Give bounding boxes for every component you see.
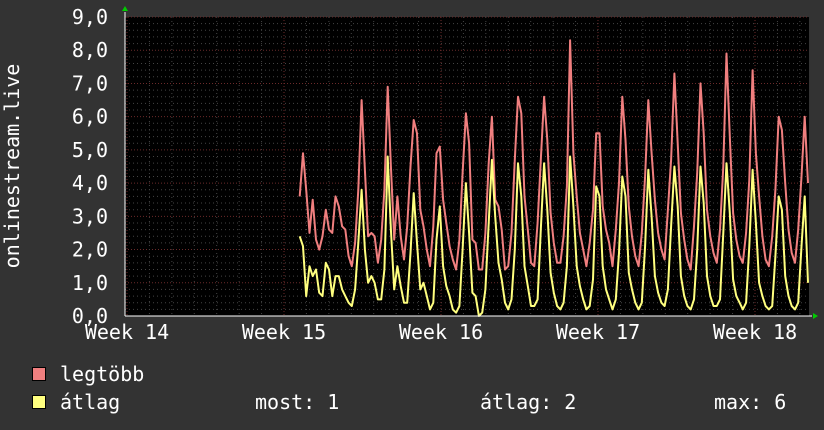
x-tick-label: Week 15 xyxy=(242,320,326,344)
series-line-max xyxy=(298,39,809,271)
y-tick-label: 7,0 xyxy=(72,71,108,95)
legend-swatch-avg xyxy=(32,395,46,409)
stat-now: most: 1 xyxy=(255,391,339,413)
y-axis-label: onlinestream.live xyxy=(0,64,24,269)
stat-avg-value: 2 xyxy=(564,390,577,414)
stat-max-value: 6 xyxy=(774,390,787,414)
stat-now-label: most: xyxy=(255,390,316,414)
grid xyxy=(125,16,809,317)
stat-avg: átlag: 2 xyxy=(480,391,576,413)
stat-avg-label: átlag: xyxy=(480,390,553,414)
x-axis-arrow-icon xyxy=(813,313,818,319)
y-axis-arrow-icon xyxy=(122,6,128,11)
stat-max: max: 6 xyxy=(714,391,786,413)
y-tick-label: 0,0 xyxy=(72,304,108,328)
series-line-avg xyxy=(298,155,809,317)
legend-label-avg: átlag xyxy=(60,390,121,414)
x-tick-label: Week 16 xyxy=(399,320,483,344)
y-tick-label: 6,0 xyxy=(72,105,108,129)
y-tick-label: 8,0 xyxy=(72,38,108,62)
series-layer xyxy=(298,39,809,317)
legend-label-max: legtöbb xyxy=(60,362,145,386)
y-tick-labels: 0,0 1,0 2,0 3,0 4,0 5,0 6,0 7,0 8,0 9,0 xyxy=(72,5,108,328)
x-tick-label: Week 18 xyxy=(713,320,797,344)
y-tick-label: 3,0 xyxy=(72,204,108,228)
y-tick-label: 2,0 xyxy=(72,238,108,262)
y-tick-label: 4,0 xyxy=(72,171,108,195)
legend-swatch-max xyxy=(32,367,46,381)
y-tick-label: 5,0 xyxy=(72,138,108,162)
plot-area xyxy=(125,17,809,316)
y-tick-label: 9,0 xyxy=(72,5,108,29)
stat-now-value: 1 xyxy=(327,390,340,414)
stat-max-label: max: xyxy=(714,390,763,414)
x-tick-labels: Week 14 Week 15 Week 16 Week 17 Week 18 xyxy=(85,320,797,344)
axes xyxy=(122,6,818,319)
x-tick-label: Week 14 xyxy=(85,320,169,344)
y-tick-label: 1,0 xyxy=(72,271,108,295)
x-tick-label: Week 17 xyxy=(556,320,640,344)
